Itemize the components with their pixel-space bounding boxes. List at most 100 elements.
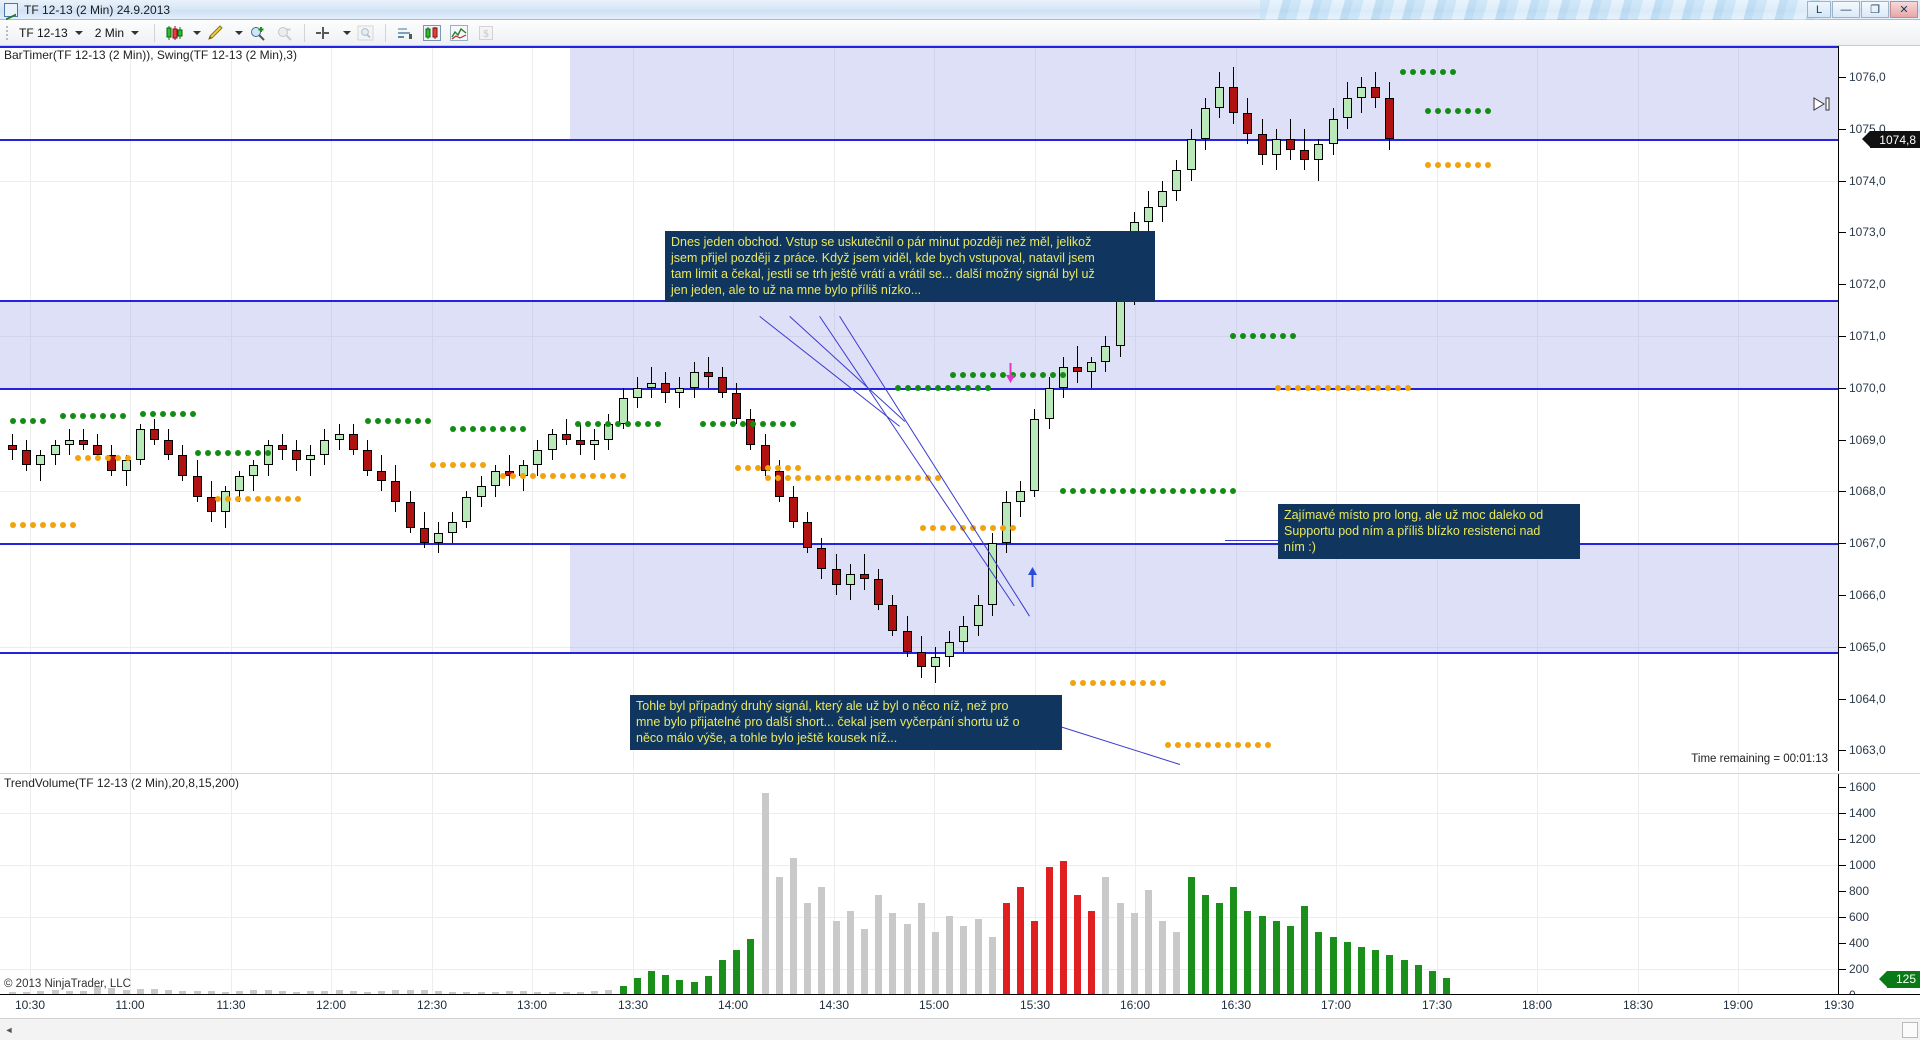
- scroll-left-icon[interactable]: ◄: [4, 1024, 14, 1035]
- magnifier-icon[interactable]: [354, 22, 378, 44]
- volume-axis-tick: [1839, 891, 1846, 892]
- volume-bar: [1386, 955, 1394, 994]
- crosshair-icon[interactable]: [312, 22, 336, 44]
- interval-selector[interactable]: 2 Min: [89, 23, 147, 43]
- candle-body: [831, 569, 841, 585]
- window-controls: L — ❐ ✕: [1807, 1, 1918, 18]
- volume-bar: [1130, 913, 1138, 994]
- price-axis[interactable]: 1076,0 1075,0 1074,0 1073,0 1072,0 1071,0 1070…: [1838, 46, 1920, 771]
- swing-low-dot: [1160, 679, 1166, 686]
- volume-bar: [378, 990, 386, 994]
- swing-high-dot: [375, 418, 381, 425]
- time-axis-label: 15:30: [1019, 998, 1051, 1012]
- maximize-button[interactable]: ❐: [1861, 1, 1889, 18]
- swing-high-dot: [190, 410, 196, 417]
- volume-bar: [406, 989, 414, 994]
- gridline-vertical: [1135, 46, 1136, 771]
- swing-low-dot: [275, 496, 281, 503]
- swing-high-dot: [975, 384, 981, 391]
- candlestick-style-icon[interactable]: [162, 22, 186, 44]
- swing-high-dot: [1430, 68, 1436, 75]
- swing-low-dot: [1385, 384, 1391, 391]
- volume-axis-tick: [1839, 865, 1846, 866]
- note-second-signal[interactable]: Tohle byl případný druhý signál, který a…: [630, 695, 1062, 750]
- volume-bar: [1216, 903, 1223, 994]
- volume-bar: [676, 979, 684, 994]
- candle-body: [547, 434, 557, 450]
- swing-low-dot: [590, 472, 596, 479]
- account-icon[interactable]: $: [474, 22, 498, 44]
- price-plot[interactable]: Dnes jeden obchod. Vstup se uskutečnil o…: [0, 46, 1838, 771]
- volume-bar: [122, 990, 130, 994]
- volume-bar: [690, 982, 698, 994]
- candle-body: [150, 429, 159, 440]
- horizontal-scrollbar[interactable]: ◄: [0, 1018, 1920, 1040]
- swing-high-dot: [700, 421, 706, 428]
- candle-body: [817, 548, 827, 570]
- drawing-pencil-icon[interactable]: [204, 22, 228, 44]
- note-long-opportunity[interactable]: Zajímavé místo pro long, ale už moc dale…: [1278, 504, 1580, 559]
- scroll-resize-handle[interactable]: [1902, 1021, 1918, 1038]
- gridline-vertical: [934, 46, 935, 771]
- candle-body: [1385, 97, 1395, 140]
- volume-bar: [1443, 977, 1451, 994]
- chart-style-icon[interactable]: [447, 22, 471, 44]
- upper-resistance-zone-boundary: [0, 139, 1838, 142]
- volume-bar: [1003, 903, 1010, 994]
- candle-body: [419, 527, 429, 544]
- swing-high-dot: [30, 418, 36, 425]
- candle-body: [718, 377, 727, 393]
- volume-plot[interactable]: [0, 774, 1838, 994]
- swing-high-dot: [915, 384, 921, 391]
- playback-icon[interactable]: [1812, 96, 1834, 112]
- gridline-vertical: [633, 46, 634, 771]
- swing-low-dot: [470, 462, 476, 469]
- volume-axis[interactable]: 16001400120010008006004002000125: [1838, 774, 1920, 1002]
- volume-bar: [747, 939, 755, 994]
- zoom-in-icon[interactable]: [246, 22, 270, 44]
- volume-axis-label: 1200: [1849, 832, 1876, 846]
- zoom-out-icon[interactable]: [273, 22, 297, 44]
- data-series-icon[interactable]: [393, 22, 417, 44]
- time-axis[interactable]: 10:30 11:00 11:30 12:00 12:30 13:00 13:30 14:00…: [0, 994, 1920, 1018]
- volume-bar: [832, 921, 840, 994]
- chevron-down-icon[interactable]: [234, 30, 243, 35]
- swing-high-dot: [1445, 107, 1451, 114]
- copyright-label: © 2013 NinjaTrader, LLC: [4, 978, 131, 990]
- candle-wick: [1304, 128, 1306, 171]
- window-extra-button[interactable]: L: [1807, 1, 1831, 18]
- volume-bar: [633, 978, 641, 994]
- swing-high-dot: [750, 421, 756, 428]
- note-entry-commentary[interactable]: Dnes jeden obchod. Vstup se uskutečnil o…: [665, 231, 1155, 302]
- candle-body: [93, 444, 103, 456]
- chevron-down-icon[interactable]: [342, 30, 351, 35]
- price-axis-tick: [1839, 491, 1846, 493]
- volume-bar: [1173, 931, 1181, 994]
- indicators-icon[interactable]: [420, 22, 444, 44]
- time-axis-label: 12:30: [416, 998, 448, 1012]
- chevron-down-icon[interactable]: [192, 30, 201, 35]
- gridline-vertical: [30, 774, 31, 994]
- toolbar-grip[interactable]: [4, 24, 10, 42]
- candle-body: [1357, 87, 1366, 98]
- gridline-vertical: [1336, 46, 1337, 771]
- volume-bar: [1201, 895, 1209, 994]
- instrument-selector[interactable]: TF 12-13: [13, 23, 86, 43]
- swing-low-dot: [935, 475, 941, 482]
- swing-low-dot: [785, 465, 791, 472]
- candle-body: [1158, 191, 1168, 207]
- swing-low-dot: [540, 472, 546, 479]
- swing-low-dot: [215, 496, 221, 503]
- minimize-button[interactable]: —: [1832, 1, 1860, 18]
- time-axis-label: 11:00: [115, 998, 145, 1012]
- gridline-vertical: [432, 774, 433, 994]
- swing-high-dot: [605, 421, 611, 428]
- price-axis-tick: [1839, 439, 1846, 441]
- swing-low-dot: [1130, 679, 1136, 686]
- swing-high-dot: [255, 449, 261, 456]
- swing-low-dot: [1245, 742, 1251, 749]
- close-button[interactable]: ✕: [1890, 1, 1918, 18]
- time-axis-label: 16:00: [1119, 998, 1151, 1012]
- candle-body: [178, 455, 188, 476]
- swing-low-dot: [1475, 162, 1481, 169]
